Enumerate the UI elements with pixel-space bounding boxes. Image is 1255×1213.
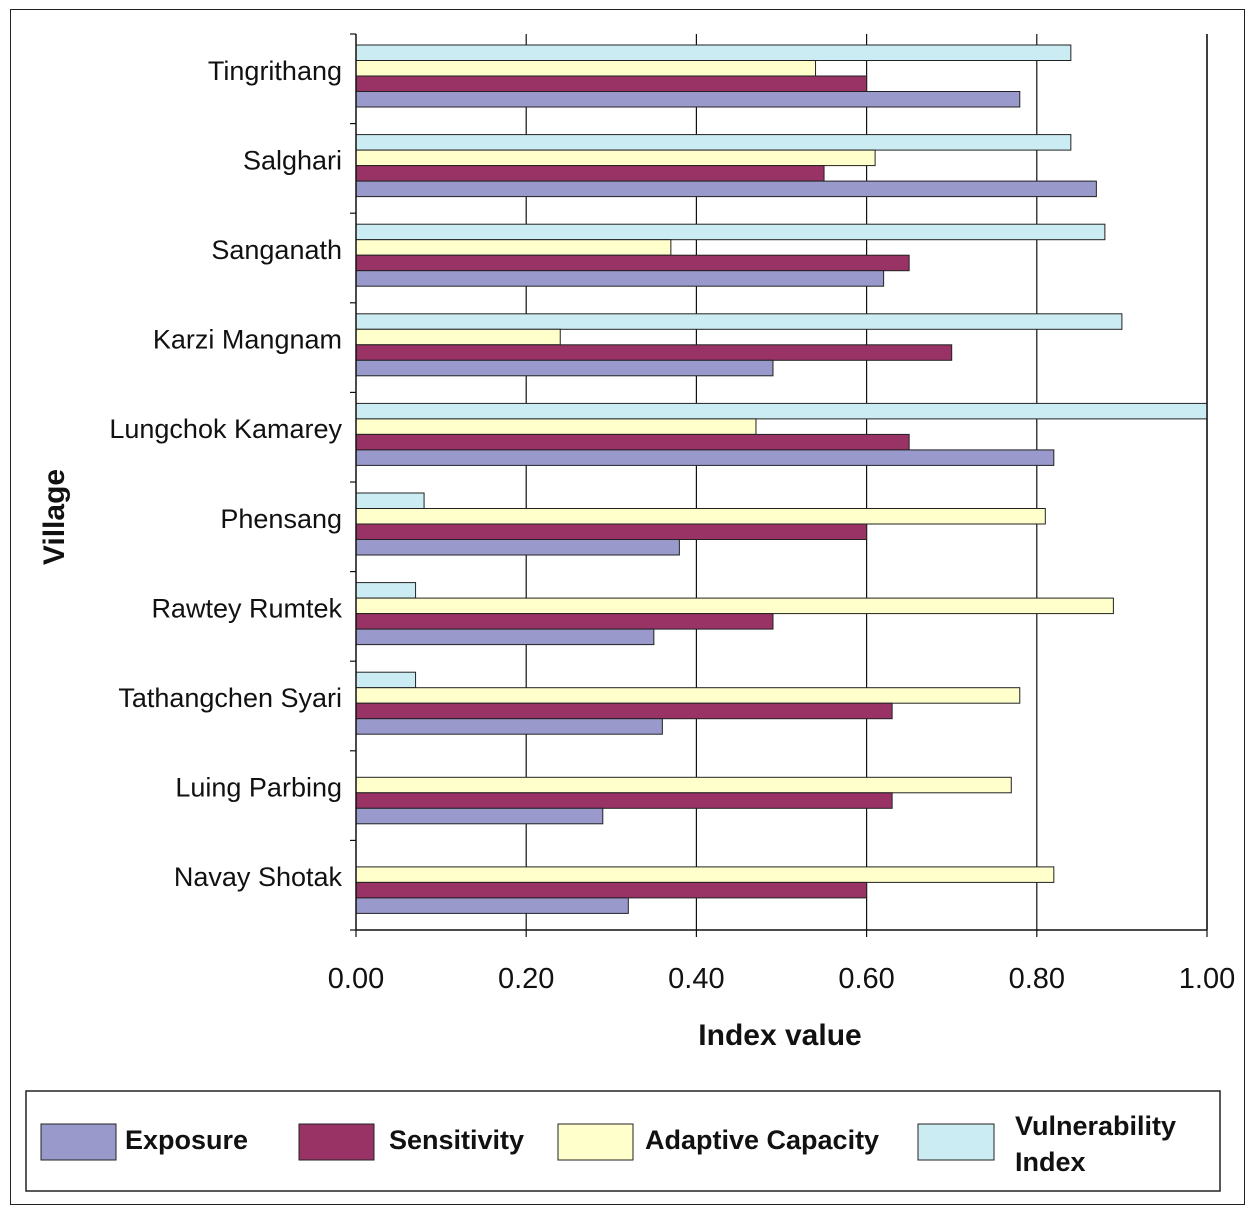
category-label-tingrithang: Tingrithang — [208, 56, 342, 86]
bar-sanganath-exposure — [355, 270, 885, 287]
figure-frame — [10, 9, 1245, 1205]
bar-rawtey-rumtek-adaptive-capacity — [355, 597, 1114, 615]
bar-karzi-mangnam-adaptive-capacity — [355, 328, 561, 346]
category-label-sanganath: Sanganath — [211, 235, 342, 265]
bar-tathangchen-syari-exposure — [355, 718, 663, 735]
legend-label-index: Index — [1015, 1147, 1086, 1177]
bar-salghari-adaptive-capacity — [355, 149, 876, 167]
y-axis-title: Village — [38, 469, 71, 565]
bar-lungchok-kamarey-vulnerability-index — [355, 402, 1208, 420]
category-label-tathangchen-syari: Tathangchen Syari — [118, 683, 342, 713]
axes — [350, 33, 1208, 937]
bar-lungchok-kamarey-sensitivity — [355, 433, 910, 451]
category-label-karzi-mangnam: Karzi Mangnam — [153, 325, 342, 355]
bar-phensang-sensitivity — [355, 523, 868, 540]
legend-box — [25, 1090, 1221, 1192]
bar-navay-shotak-exposure — [355, 897, 629, 914]
category-labels: Tingrithang Salghari Sanganath Karzi Mangna… — [109, 56, 342, 892]
legend-swatch-sensitivity — [298, 1123, 375, 1161]
legend-label-sensitivity: Sensitivity — [389, 1125, 524, 1155]
bar-tingrithang-adaptive-capacity — [355, 60, 817, 77]
category-label-luing-parbing: Luing Parbing — [175, 773, 342, 803]
legend-label-vulnerability: Vulnerability — [1015, 1111, 1176, 1141]
legend-label-exposure: Exposure — [125, 1125, 248, 1155]
x-tick-labels: 0.00 0.20 0.40 0.60 0.80 1.00 — [328, 963, 1235, 995]
bar-lungchok-kamarey-adaptive-capacity — [355, 418, 757, 435]
bar-karzi-mangnam-exposure — [355, 359, 774, 377]
category-label-navay-shotak: Navay Shotak — [174, 862, 343, 892]
bar-tathangchen-syari-sensitivity — [355, 702, 893, 720]
x-tick-label-0-00: 0.00 — [328, 963, 384, 995]
legend-swatch-vulnerability-index — [917, 1123, 995, 1161]
x-tick-label-0-60: 0.60 — [838, 963, 894, 995]
bar-salghari-sensitivity — [355, 165, 825, 182]
category-label-salghari: Salghari — [243, 145, 342, 175]
bar-luing-parbing-sensitivity — [355, 792, 893, 809]
bar-salghari-exposure — [355, 180, 1097, 198]
bar-phensang-vulnerability-index — [355, 492, 425, 509]
bar-navay-shotak-adaptive-capacity — [355, 866, 1055, 883]
bar-tathangchen-syari-adaptive-capacity — [355, 687, 1021, 704]
bar-sanganath-vulnerability-index — [355, 223, 1106, 241]
legend: Exposure Sensitivity Adaptive Capacity V… — [25, 1090, 1221, 1192]
bar-phensang-exposure — [355, 539, 680, 556]
legend-swatch-adaptive-capacity — [557, 1123, 634, 1161]
x-tick-label-0-40: 0.40 — [668, 963, 724, 995]
bar-rawtey-rumtek-vulnerability-index — [355, 582, 417, 599]
bar-phensang-adaptive-capacity — [355, 508, 1046, 525]
bar-tingrithang-exposure — [355, 91, 1021, 108]
bar-luing-parbing-adaptive-capacity — [355, 776, 1012, 794]
bar-navay-shotak-sensitivity — [355, 881, 868, 899]
bars — [355, 44, 1208, 914]
bar-luing-parbing-exposure — [355, 807, 604, 825]
legend-swatch-exposure — [40, 1123, 117, 1161]
category-label-phensang: Phensang — [220, 504, 342, 534]
bar-tathangchen-syari-vulnerability-index — [355, 671, 417, 689]
x-tick-label-0-20: 0.20 — [498, 963, 554, 995]
x-tick-label-0-80: 0.80 — [1009, 963, 1065, 995]
category-label-lungchok-kamarey: Lungchok Kamarey — [109, 414, 342, 444]
x-axis-title: Index value — [698, 1019, 861, 1052]
bar-karzi-mangnam-sensitivity — [355, 344, 953, 361]
category-label-rawtey-rumtek: Rawtey Rumtek — [151, 593, 342, 623]
bar-rawtey-rumtek-exposure — [355, 628, 655, 646]
x-tick-label-1-00: 1.00 — [1179, 963, 1235, 995]
bar-rawtey-rumtek-sensitivity — [355, 613, 774, 630]
bar-sanganath-sensitivity — [355, 254, 910, 272]
bar-tingrithang-sensitivity — [355, 75, 868, 92]
bar-sanganath-adaptive-capacity — [355, 239, 672, 256]
bar-tingrithang-vulnerability-index — [355, 44, 1072, 61]
bar-salghari-vulnerability-index — [355, 134, 1072, 151]
bar-lungchok-kamarey-exposure — [355, 449, 1055, 466]
legend-label-adaptive-capacity: Adaptive Capacity — [645, 1125, 879, 1155]
bar-karzi-mangnam-vulnerability-index — [355, 313, 1123, 330]
